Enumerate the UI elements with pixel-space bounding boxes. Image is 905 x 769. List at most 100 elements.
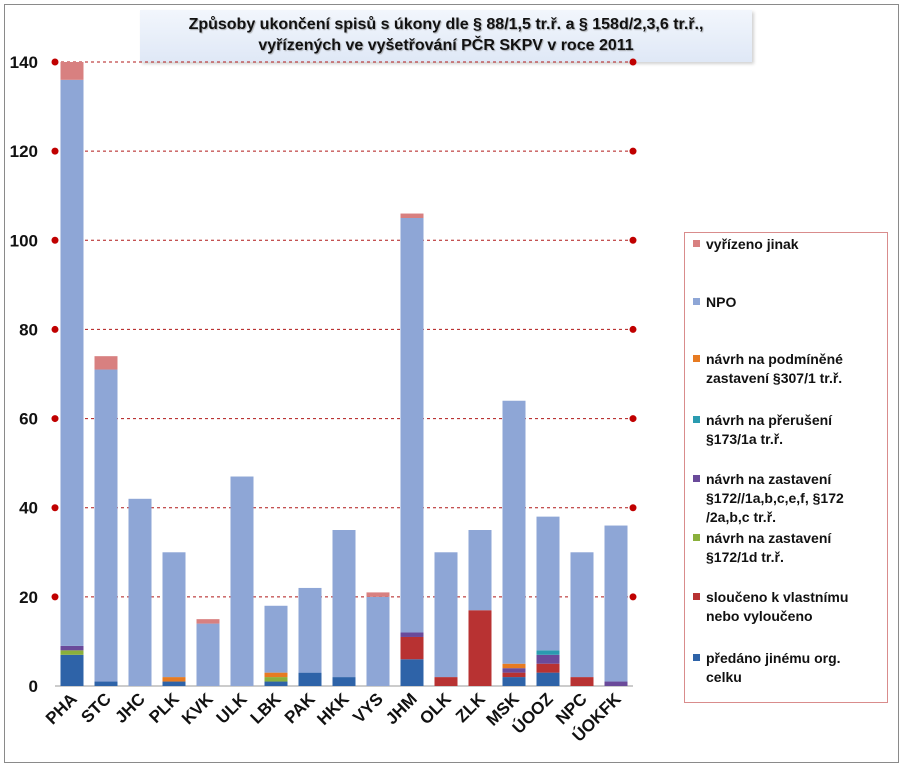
gridline-marker-left [51, 415, 59, 423]
bar-segment [502, 672, 526, 678]
legend-swatch [693, 355, 700, 362]
bar-segment [604, 681, 628, 686]
legend-item: návrh na přerušení §173/1a tr.ř. [693, 411, 883, 449]
x-tick-label: PLK [145, 689, 183, 727]
bar-segment [264, 681, 288, 686]
x-tick-label: JHC [111, 689, 148, 726]
bar-segment [400, 659, 424, 686]
legend-label: návrh na zastavení §172//1a,b,c,e,f, §172… [706, 471, 844, 525]
bar-segment [94, 356, 118, 370]
bar-segment [502, 677, 526, 686]
bar-segment [264, 672, 288, 678]
bar-segment [264, 677, 288, 682]
legend-label: sloučeno k vlastnímu nebo vyloučeno [706, 589, 849, 624]
bar-segment [468, 530, 492, 611]
bar-segment [536, 663, 560, 673]
gridline-marker-left [51, 593, 59, 601]
legend-label: NPO [706, 294, 737, 310]
bar-segment [400, 213, 424, 218]
bar-segment [60, 650, 84, 655]
bar-segment [162, 681, 186, 686]
gridline-marker-right [629, 415, 637, 423]
bar-segment [298, 587, 322, 673]
gridline-marker-right [629, 504, 637, 512]
legend-swatch [693, 416, 700, 423]
gridline-marker-right [629, 236, 637, 244]
bar-segment [332, 677, 356, 686]
bar-segment [264, 605, 288, 673]
legend-item: předáno jinému org. celku [693, 649, 883, 687]
y-tick-label: 140 [10, 53, 38, 72]
x-tick-label: PHA [42, 689, 81, 728]
bar-segment [502, 668, 526, 673]
bar-segment [162, 552, 186, 678]
bar-segment [60, 62, 84, 80]
x-tick-label: KVK [178, 689, 217, 728]
legend-label: předáno jinému org. celku [706, 650, 841, 685]
legend-swatch [693, 298, 700, 305]
y-tick-label: 0 [29, 677, 38, 696]
gridline-marker-right [629, 58, 637, 66]
bar-segment [570, 677, 594, 686]
legend-swatch [693, 475, 700, 482]
gridline-marker-left [51, 58, 59, 66]
legend-item: návrh na zastavení §172/1d tr.ř. [693, 529, 883, 567]
legend-label: vyřízeno jinak [706, 236, 799, 252]
bar-segment [468, 610, 492, 686]
bar-segment [366, 596, 390, 686]
legend-item: návrh na podmíněné zastavení §307/1 tr.ř. [693, 350, 883, 388]
y-tick-label: 80 [19, 320, 38, 339]
bar-segment [128, 498, 152, 686]
bar-segment [196, 619, 220, 624]
x-tick-label: OLK [416, 689, 455, 728]
x-tick-label: LBK [247, 689, 286, 728]
bar-segment [332, 530, 356, 678]
bar-segment [536, 650, 560, 655]
chart-title: Způsoby ukončení spisů s úkony dle § 88/… [140, 10, 752, 62]
chart-title-line-1: Způsoby ukončení spisů s úkony dle § 88/… [188, 16, 704, 33]
y-tick-label: 60 [19, 410, 38, 429]
legend-swatch [693, 240, 700, 247]
gridline-marker-left [51, 236, 59, 244]
bar-segment [604, 525, 628, 682]
gridline-marker-right [629, 147, 637, 155]
bar-segment [536, 516, 560, 651]
legend-label: návrh na zastavení §172/1d tr.ř. [706, 530, 832, 565]
legend-swatch [693, 654, 700, 661]
bar-segment [196, 623, 220, 686]
y-tick-label: 100 [10, 231, 38, 250]
y-tick-label: 120 [10, 142, 38, 161]
x-tick-label: ULK [213, 689, 252, 728]
gridline-marker-left [51, 147, 59, 155]
bar-segment [434, 552, 458, 678]
x-tick-label: STC [77, 689, 114, 726]
bar-segment [162, 677, 186, 682]
gridline-marker-left [51, 504, 59, 512]
bar-segment [434, 677, 458, 686]
bar-segment [400, 632, 424, 637]
legend-item: vyřízeno jinak [693, 235, 883, 254]
bar-segment [366, 592, 390, 597]
legend: vyřízeno jinak NPO návrh na podmíněné zasta… [684, 232, 888, 703]
bar-segment [60, 645, 84, 651]
gridline-marker-right [629, 593, 637, 601]
y-tick-label: 40 [19, 499, 38, 518]
bar-segment [60, 79, 84, 646]
bar-segment [536, 654, 560, 664]
y-tick-label: 20 [19, 588, 38, 607]
bar-segment [536, 672, 560, 686]
bar-segment [94, 369, 118, 682]
legend-label: návrh na přerušení §173/1a tr.ř. [706, 412, 833, 447]
gridline-marker-left [51, 325, 59, 333]
gridline-marker-right [629, 325, 637, 333]
x-tick-label: VYS [349, 689, 386, 726]
bar-segment [298, 672, 322, 686]
bar-segment [94, 681, 118, 686]
legend-item: sloučeno k vlastnímu nebo vyloučeno [693, 588, 883, 626]
bar-segment [502, 663, 526, 669]
bar-segment [400, 218, 424, 633]
legend-swatch [693, 534, 700, 541]
bar-segment [400, 636, 424, 660]
bar-segment [230, 476, 254, 686]
